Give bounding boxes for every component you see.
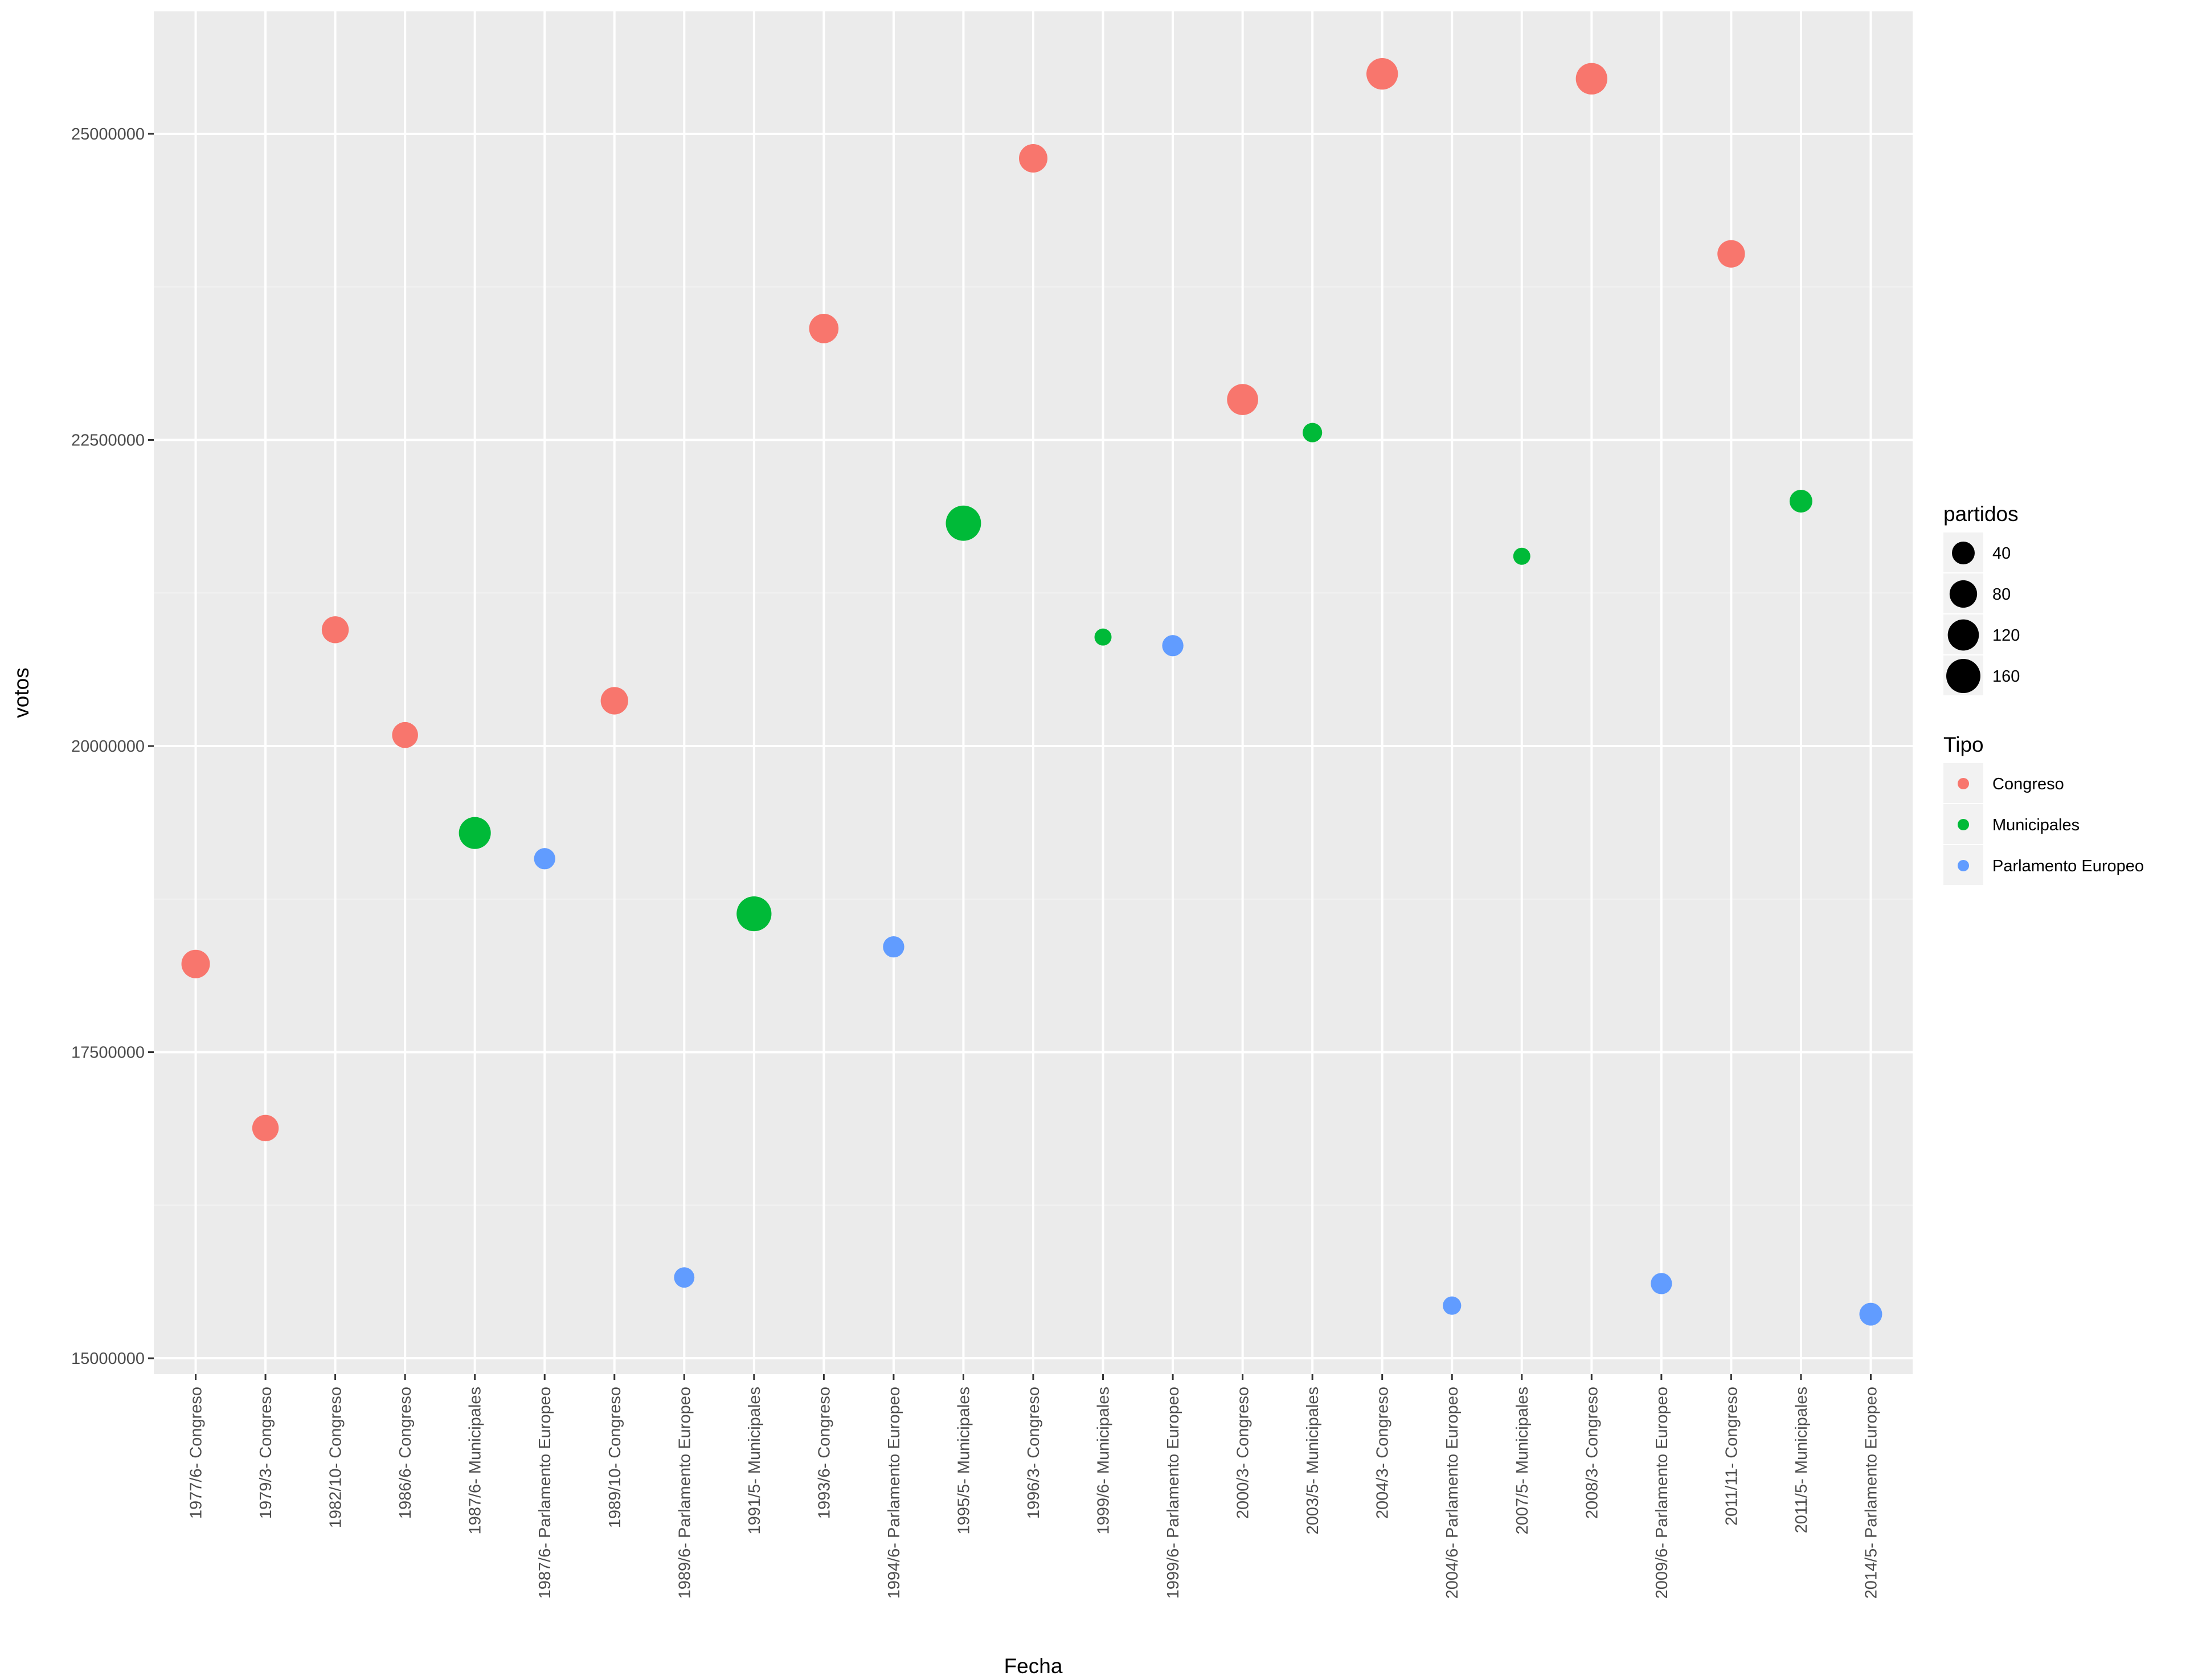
data-point	[1019, 144, 1047, 173]
y-axis-title: votos	[10, 667, 33, 718]
color-legend: Tipo Congreso Municipales Parlamento Europ…	[1943, 733, 2144, 885]
data-point	[1575, 63, 1607, 95]
data-point	[459, 817, 491, 849]
x-tick-label: 2009/6- Parlamento Europeo	[1653, 1387, 1671, 1599]
y-tick-label: 20000000	[71, 737, 145, 756]
data-point	[1162, 635, 1184, 657]
size-legend: partidos 40 80 120 160	[1943, 502, 2020, 695]
data-point	[945, 505, 981, 541]
y-tick-label: 15000000	[71, 1350, 145, 1368]
size-legend-label: 160	[1992, 667, 2020, 686]
data-point	[1227, 384, 1258, 415]
y-tick-label: 25000000	[71, 125, 145, 144]
data-point	[392, 722, 418, 748]
data-point	[600, 687, 628, 715]
size-legend-label: 80	[1992, 585, 2011, 604]
x-tick-label: 1989/6- Parlamento Europeo	[676, 1387, 694, 1599]
x-tick-label: 1991/5- Municipales	[746, 1387, 764, 1535]
data-point	[321, 616, 349, 644]
x-tick-label: 2000/3- Congreso	[1234, 1387, 1253, 1519]
color-legend-label: Parlamento Europeo	[1992, 857, 2144, 875]
x-tick-label: 2004/6- Parlamento Europeo	[1443, 1387, 1462, 1599]
size-legend-label: 40	[1992, 544, 2011, 563]
data-point	[1513, 547, 1530, 565]
data-point	[1094, 628, 1112, 646]
y-axis-ticks: 15000000 17500000 20000000 22500000 25000000	[71, 125, 154, 1368]
x-tick-label: 2008/3- Congreso	[1583, 1387, 1601, 1519]
x-tick-label: 1986/6- Congreso	[396, 1387, 415, 1519]
x-tick-label: 2007/5- Municipales	[1513, 1387, 1532, 1535]
major-gridlines	[154, 11, 1913, 1374]
x-tick-label: 1996/3- Congreso	[1025, 1387, 1043, 1519]
data-point	[1651, 1273, 1672, 1294]
data-point	[1366, 58, 1398, 90]
color-legend-symbol	[1958, 860, 1969, 871]
x-tick-label: 1987/6- Municipales	[466, 1387, 485, 1535]
data-point	[1859, 1302, 1882, 1326]
x-tick-label: 1979/3- Congreso	[257, 1387, 275, 1519]
data-point	[809, 314, 839, 343]
x-tick-label: 1977/6- Congreso	[187, 1387, 206, 1519]
size-legend-symbol	[1949, 580, 1978, 608]
size-legend-symbol	[1947, 619, 1979, 651]
x-tick-label: 2004/3- Congreso	[1374, 1387, 1392, 1519]
data-point	[883, 936, 904, 958]
x-tick-label: 1999/6- Municipales	[1095, 1387, 1113, 1535]
x-axis-ticks: 1977/6- Congreso 1979/3- Congreso 1982/10-…	[187, 1374, 1880, 1599]
data-point	[1303, 423, 1323, 442]
color-legend-label: Municipales	[1992, 816, 2080, 834]
data-point	[252, 1114, 279, 1142]
x-tick-label: 1995/5- Municipales	[955, 1387, 973, 1535]
x-tick-label: 1994/6- Parlamento Europeo	[885, 1387, 903, 1599]
color-legend-title: Tipo	[1943, 733, 1984, 756]
data-point	[736, 896, 772, 932]
x-tick-label: 2011/11- Congreso	[1722, 1387, 1741, 1526]
size-legend-title: partidos	[1943, 502, 2019, 526]
x-tick-label: 1999/6- Parlamento Europeo	[1164, 1387, 1182, 1599]
size-legend-label: 120	[1992, 626, 2020, 645]
size-legend-symbol	[1946, 659, 1980, 693]
x-tick-label: 2014/5- Parlamento Europeo	[1862, 1387, 1880, 1599]
data-point	[1443, 1296, 1462, 1315]
x-tick-label: 2011/5- Municipales	[1792, 1387, 1811, 1533]
data-point	[674, 1267, 695, 1288]
x-tick-label: 1982/10- Congreso	[327, 1387, 345, 1528]
x-tick-label: 1987/6- Parlamento Europeo	[536, 1387, 554, 1599]
x-tick-label: 2003/5- Municipales	[1304, 1387, 1322, 1535]
x-tick-label: 1989/10- Congreso	[606, 1387, 624, 1528]
color-legend-label: Congreso	[1992, 775, 2064, 793]
data-points	[181, 58, 1882, 1326]
y-tick-label: 22500000	[71, 432, 145, 450]
data-point	[181, 949, 210, 978]
y-tick-label: 17500000	[71, 1044, 145, 1062]
data-point	[534, 848, 555, 870]
data-point	[1789, 490, 1812, 513]
data-point	[1717, 240, 1745, 268]
size-legend-symbol	[1952, 542, 1975, 564]
color-legend-symbol	[1958, 819, 1969, 830]
color-legend-symbol	[1958, 778, 1969, 789]
x-axis-title: Fecha	[1004, 1654, 1063, 1678]
x-tick-label: 1993/6- Congreso	[815, 1387, 833, 1519]
